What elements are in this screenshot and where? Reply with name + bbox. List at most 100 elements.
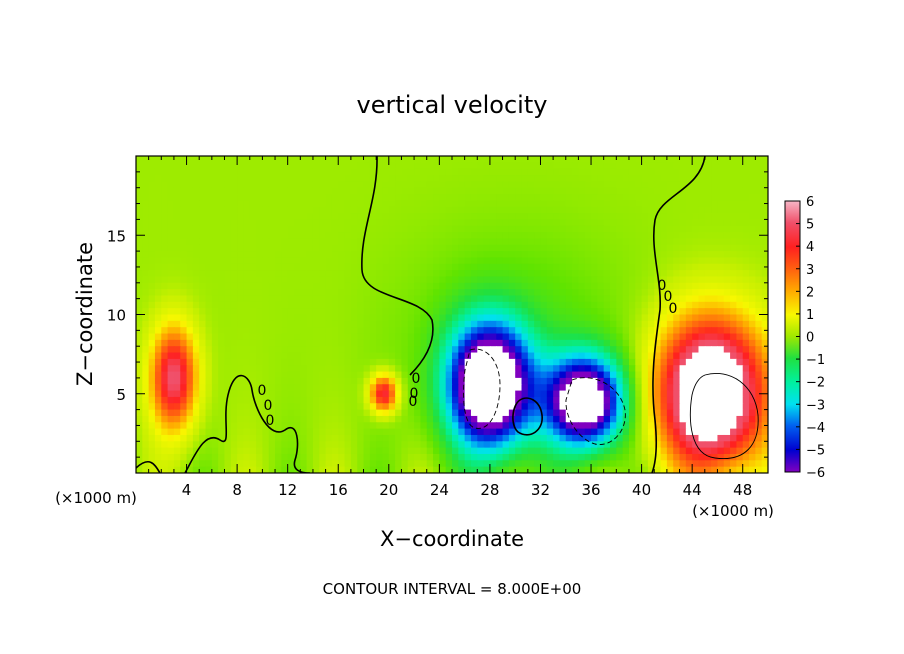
heatmap-cell (161, 162, 169, 170)
heatmap-cell (414, 371, 421, 379)
heatmap-cell (477, 194, 485, 201)
heatmap-cell (224, 162, 232, 170)
heatmap-cell (287, 403, 295, 411)
heatmap-cell (723, 453, 731, 461)
heatmap-cell (275, 390, 282, 398)
heatmap-cell (192, 200, 200, 208)
heatmap-cell (749, 358, 756, 366)
heatmap-cell (489, 308, 497, 316)
heatmap-cell (603, 377, 611, 385)
heatmap-cell (452, 282, 459, 290)
heatmap-cell (414, 251, 421, 259)
heatmap-cell (723, 377, 731, 385)
heatmap-cell (211, 333, 219, 341)
heatmap-cell (243, 251, 251, 259)
heatmap-cell (559, 390, 567, 398)
heatmap-cell (483, 396, 491, 404)
heatmap-cell (553, 409, 561, 417)
heatmap-cell (376, 390, 384, 398)
heatmap-cell (287, 219, 295, 227)
heatmap-cell (628, 327, 636, 335)
heatmap-cell (407, 187, 415, 195)
heatmap-cell (357, 466, 365, 473)
heatmap-cell (622, 352, 630, 360)
heatmap-cell (256, 422, 263, 430)
heatmap-cell (186, 403, 194, 411)
heatmap-cell (211, 289, 219, 297)
heatmap-cell (445, 377, 453, 385)
heatmap-cell (749, 168, 756, 176)
heatmap-cell (692, 282, 700, 290)
heatmap-cell (192, 301, 200, 309)
heatmap-cell (761, 225, 768, 233)
heatmap-cell (414, 194, 421, 201)
heatmap-cell (180, 352, 188, 360)
heatmap-cell (205, 187, 213, 195)
heatmap-cell (287, 314, 295, 322)
heatmap-cell (515, 390, 523, 398)
heatmap-cell (546, 422, 554, 430)
heatmap-cell (521, 244, 529, 252)
heatmap-cell (224, 232, 232, 240)
heatmap-cell (230, 333, 238, 341)
heatmap-cell (723, 289, 731, 297)
heatmap-cell (685, 314, 693, 322)
heatmap-cell (445, 415, 453, 423)
heatmap-cell (515, 320, 523, 328)
heatmap-cell (458, 219, 466, 227)
heatmap-cell (692, 276, 700, 284)
heatmap-cell (628, 282, 636, 290)
heatmap-cell (224, 238, 232, 246)
heatmap-cell (363, 251, 371, 259)
heatmap-cell (180, 194, 188, 201)
heatmap-cell (458, 276, 466, 284)
heatmap-cell (616, 308, 624, 316)
heatmap-cell (363, 466, 371, 473)
heatmap-cell (742, 320, 750, 328)
heatmap-cell (312, 162, 320, 170)
heatmap-cell (698, 333, 706, 341)
heatmap-cell (256, 358, 263, 366)
heatmap-cell (433, 358, 440, 366)
heatmap-cell (142, 377, 150, 385)
heatmap-cell (666, 301, 674, 309)
heatmap-cell (325, 251, 333, 259)
heatmap-cell (711, 181, 719, 189)
heatmap-cell (717, 447, 725, 455)
heatmap-cell (433, 453, 440, 461)
heatmap-cell (553, 371, 561, 379)
heatmap-cell (458, 187, 466, 195)
heatmap-cell (148, 327, 156, 335)
heatmap-cell (559, 460, 567, 468)
heatmap-cell (388, 156, 396, 163)
heatmap-cell (654, 206, 662, 214)
heatmap-cell (477, 213, 485, 220)
heatmap-cell (230, 175, 238, 182)
heatmap-cell (306, 390, 314, 398)
heatmap-cell (761, 403, 768, 411)
heatmap-cell (136, 365, 143, 373)
heatmap-cell (306, 352, 314, 360)
heatmap-cell (603, 434, 611, 442)
heatmap-cell (173, 244, 181, 252)
heatmap-cell (161, 428, 169, 436)
heatmap-cell (275, 295, 282, 303)
heatmap-cell (692, 270, 700, 278)
heatmap-cell (647, 282, 655, 290)
heatmap-cell (350, 441, 358, 449)
heatmap-cell (338, 453, 346, 461)
heatmap-cell (173, 447, 181, 455)
heatmap-cell (275, 257, 282, 265)
heatmap-cell (350, 333, 358, 341)
heatmap-cell (666, 415, 674, 423)
heatmap-cell (578, 238, 586, 246)
heatmap-cell (470, 168, 478, 176)
heatmap-cell (717, 238, 725, 246)
heatmap-cell (275, 225, 282, 233)
heatmap-cell (578, 466, 586, 473)
heatmap-cell (382, 333, 390, 341)
heatmap-cell (376, 460, 384, 468)
heatmap-cell (483, 219, 491, 227)
heatmap-cell (692, 358, 700, 366)
heatmap-cell (641, 251, 649, 259)
